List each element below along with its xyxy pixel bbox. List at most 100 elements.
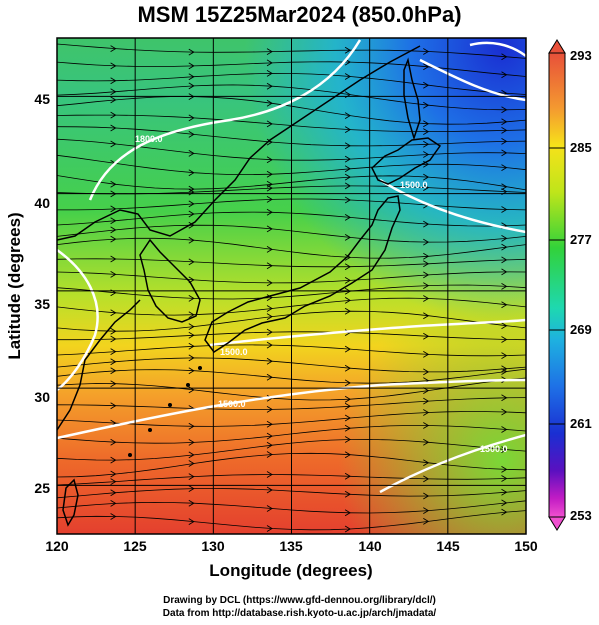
streamline-arrow — [188, 236, 195, 244]
streamline-arrow — [344, 436, 351, 443]
streamline-arrow — [344, 126, 351, 133]
streamline-arrow — [188, 169, 195, 177]
streamline-arrow — [110, 180, 117, 188]
contour-label: 1500.0 — [220, 347, 248, 357]
streamline-arrow — [266, 156, 273, 164]
streamline-arrow — [188, 185, 195, 193]
streamline-arrow — [266, 505, 273, 512]
streamline-arrow — [266, 82, 273, 90]
colorbar: 293 285 277 269 261 253 — [548, 39, 592, 531]
streamline-arrow — [266, 184, 273, 192]
streamline-arrow — [266, 451, 273, 458]
streamline-arrow — [423, 128, 430, 135]
streamline-arrow — [501, 408, 508, 416]
streamline-arrow — [188, 114, 195, 122]
streamline-arrow — [188, 485, 195, 492]
streamline-arrow — [344, 364, 351, 372]
streamline-arrow — [188, 499, 195, 507]
streamline-arrow — [501, 322, 508, 330]
colorbar-tick-label: 269 — [570, 322, 592, 337]
streamline-arrow — [110, 470, 117, 478]
streamline-arrow — [110, 327, 117, 335]
streamline-arrow — [344, 424, 351, 432]
streamline-arrow — [344, 196, 351, 204]
colorbar-tick-label: 253 — [570, 508, 592, 523]
colorbar-tick-label: 285 — [570, 140, 592, 155]
streamline-arrow — [344, 155, 351, 163]
streamline-arrow — [344, 263, 351, 271]
streamline-arrow — [501, 499, 508, 507]
streamline-arrow — [423, 81, 430, 89]
credit-drawing: Drawing by DCL (https://www.gfd-dennou.o… — [163, 595, 436, 606]
streamline-arrow — [423, 351, 430, 358]
streamline-arrow — [188, 48, 195, 56]
coastlines — [57, 45, 442, 527]
streamline-arrow — [501, 508, 508, 516]
streamline-arrow — [423, 220, 430, 228]
streamline-arrow — [188, 451, 195, 459]
contour-label: 1500.0 — [400, 180, 428, 190]
streamline-arrow — [344, 142, 351, 150]
streamline-arrow — [344, 451, 351, 459]
streamline-arrow — [344, 509, 351, 517]
streamline-arrow — [266, 246, 273, 253]
streamline-arrow — [423, 312, 430, 320]
x-tick-label: 125 — [123, 538, 147, 554]
y-tick-label: 45 — [34, 91, 50, 107]
colorbar-bottom-arrow — [548, 516, 566, 531]
streamline-arrow — [501, 394, 508, 402]
streamline-arrow — [501, 352, 508, 359]
streamline-arrow — [266, 48, 273, 55]
streamline-arrow — [344, 173, 351, 181]
streamline-arrow — [344, 379, 351, 387]
streamline-arrow — [344, 182, 351, 190]
streamline-arrow — [188, 342, 195, 350]
colorbar-tick-label: 261 — [570, 416, 592, 431]
x-tick-label: 145 — [436, 538, 460, 554]
streamline-arrow — [188, 295, 195, 302]
streamline-arrow — [423, 332, 430, 340]
streamline-arrow — [423, 295, 430, 302]
streamline-arrow — [423, 492, 430, 500]
streamline-arrow — [344, 414, 351, 422]
streamline-arrow — [266, 525, 273, 532]
streamline-arrow — [344, 525, 351, 533]
streamline-arrow — [423, 238, 430, 246]
streamline-arrow — [501, 71, 508, 79]
streamline-arrow — [266, 208, 273, 216]
streamline-arrow — [501, 368, 508, 375]
streamline-arrow — [188, 150, 195, 157]
streamline-arrow — [344, 254, 351, 261]
streamline-arrow — [501, 138, 508, 145]
contour-label: 1500.0 — [218, 399, 246, 409]
streamline-arrow — [423, 140, 430, 148]
streamline-arrow — [501, 256, 508, 264]
streamline-arrow — [423, 120, 430, 128]
streamline-arrow — [266, 373, 273, 381]
streamline-arrow — [344, 234, 351, 241]
streamline-arrow — [110, 500, 117, 507]
streamline-arrow — [110, 255, 117, 263]
streamline-arrow — [501, 466, 508, 473]
streamline-arrow — [344, 297, 351, 304]
streamline-arrow — [188, 367, 195, 375]
streamline-arrow — [188, 460, 195, 467]
streamline-arrow — [110, 358, 117, 366]
streamline-arrow — [110, 402, 117, 410]
credit-data-source: Data from http://database.rish.kyoto-u.a… — [162, 608, 437, 619]
streamline-arrow — [266, 196, 273, 203]
streamline-arrow — [266, 70, 273, 77]
streamline-arrow — [110, 140, 117, 148]
streamline-arrow — [501, 365, 508, 373]
streamline-arrow — [344, 345, 351, 353]
streamline-arrow — [266, 471, 273, 478]
streamline-arrow — [188, 73, 195, 81]
streamline-arrow — [266, 441, 273, 449]
streamline-arrow — [344, 112, 351, 119]
streamline-arrow — [501, 53, 508, 61]
streamline-arrow — [266, 420, 273, 428]
streamline-arrow — [188, 473, 195, 480]
streamline-arrow — [266, 138, 273, 146]
contour-label: 1500.0 — [480, 444, 508, 454]
streamline-arrow — [266, 170, 273, 178]
